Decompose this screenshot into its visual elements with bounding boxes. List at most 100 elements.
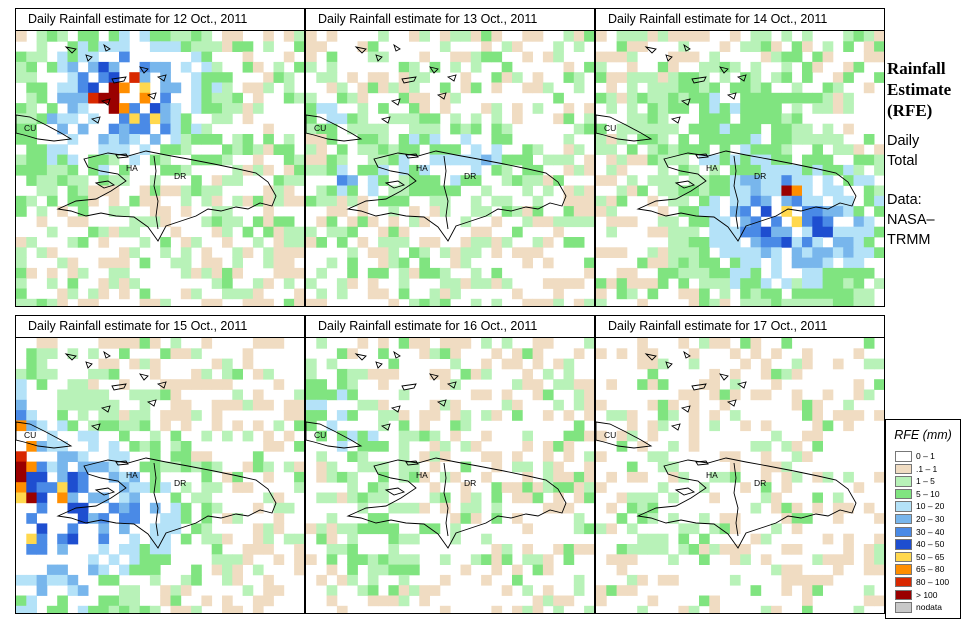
island-coastline (670, 423, 681, 431)
island-coastline (695, 153, 709, 159)
rainfall-grid: CU HA DR (16, 31, 304, 306)
island-coastline (156, 381, 167, 389)
island-coastline (375, 54, 383, 62)
rainfall-map-15-oct: CU HA DR (16, 338, 304, 613)
map-label-cuba: CU (24, 123, 36, 133)
island-coastline (393, 350, 401, 359)
rainfall-map-panel-13-oct: Daily Rainfall estimate for 13 Oct., 201… (305, 8, 595, 307)
island-coastline (736, 74, 747, 82)
map-label-cuba: CU (604, 430, 616, 440)
legend-label: 5 – 10 (916, 488, 940, 499)
island-coastline (674, 180, 696, 189)
island-coastline (446, 74, 457, 82)
rainfall-cells (306, 338, 594, 613)
country-border (733, 155, 739, 230)
rainfall-grid: CU HA DR (596, 338, 884, 613)
panel-title: Daily Rainfall estimate for 16 Oct., 201… (306, 316, 594, 338)
island-coastline (115, 153, 129, 159)
cuba-coastline (596, 114, 653, 142)
island-coastline (665, 361, 673, 369)
legend-label: > 100 (916, 589, 938, 600)
country-border (443, 462, 449, 537)
rainfall-grid: CU HA DR (306, 31, 594, 306)
island-coastline (665, 54, 673, 62)
island-coastline (401, 76, 417, 84)
legend-swatch (895, 564, 912, 575)
figure-title: Rainfall Estimate (RFE) (887, 58, 971, 121)
rainfall-map-panel-16-oct: Daily Rainfall estimate for 16 Oct., 201… (305, 315, 595, 614)
island-coastline (384, 487, 406, 496)
legend-label: 20 – 30 (916, 513, 945, 524)
island-coastline (390, 98, 401, 106)
island-coastline (90, 116, 101, 124)
map-label-haiti: HA (416, 470, 428, 480)
legend-label: 30 – 40 (916, 526, 945, 537)
rainfall-grid: CU HA DR (16, 338, 304, 613)
hispaniola-coastline (346, 457, 567, 549)
rainfall-map-13-oct: CU HA DR (306, 31, 594, 306)
legend-swatch (895, 488, 912, 500)
panel-title: Daily Rainfall estimate for 14 Oct., 201… (596, 9, 884, 31)
legend-swatch (895, 501, 912, 512)
island-coastline (436, 92, 447, 100)
island-coastline (103, 350, 111, 359)
map-label-haiti: HA (416, 163, 428, 173)
rainfall-cells (596, 31, 884, 306)
island-coastline (94, 487, 116, 496)
legend-swatch (895, 513, 912, 525)
country-border (733, 462, 739, 537)
island-coastline (726, 399, 737, 407)
legend-label: 50 – 65 (916, 551, 945, 562)
cuba-coastline (16, 114, 73, 142)
figure-title-line: (RFE) (887, 101, 933, 120)
island-coastline (115, 460, 129, 466)
island-coastline (644, 46, 657, 54)
source-line: Data: (887, 192, 922, 208)
island-coastline (695, 460, 709, 466)
cuba-coastline (306, 421, 363, 449)
map-label-cuba: CU (604, 123, 616, 133)
island-coastline (85, 361, 93, 369)
map-label-dominican-republic: DR (464, 171, 476, 181)
rainfall-map-14-oct: CU HA DR (596, 31, 884, 306)
legend-swatch (895, 576, 912, 588)
island-coastline (375, 361, 383, 369)
legend-label: 40 – 50 (916, 539, 945, 550)
legend-title: RFE (mm) (894, 428, 952, 442)
legend-swatch (895, 589, 912, 601)
hispaniola-coastline (636, 150, 857, 242)
rainfall-map-17-oct: CU HA DR (596, 338, 884, 613)
island-coastline (718, 66, 729, 74)
rainfall-cells (16, 338, 304, 613)
island-coastline (146, 399, 157, 407)
island-coastline (90, 423, 101, 431)
panel-title: Daily Rainfall estimate for 15 Oct., 201… (16, 316, 304, 338)
rainfall-map-16-oct: CU HA DR (306, 338, 594, 613)
rainfall-map-panel-14-oct: Daily Rainfall estimate for 14 Oct., 201… (595, 8, 885, 307)
map-label-haiti: HA (706, 163, 718, 173)
island-coastline (111, 383, 127, 391)
hispaniola-coastline (56, 457, 277, 549)
island-coastline (85, 54, 93, 62)
island-coastline (726, 92, 737, 100)
legend-label: 1 – 5 (916, 476, 935, 487)
map-label-cuba: CU (314, 123, 326, 133)
panel-title: Daily Rainfall estimate for 13 Oct., 201… (306, 9, 594, 31)
legend-swatch (895, 539, 912, 550)
rainfall-cells (596, 338, 884, 613)
source-line: TRMM (887, 232, 931, 248)
island-coastline (111, 76, 127, 84)
panel-title: Daily Rainfall estimate for 17 Oct., 201… (596, 316, 884, 338)
map-label-dominican-republic: DR (174, 171, 186, 181)
rainfall-map-panel-17-oct: Daily Rainfall estimate for 17 Oct., 201… (595, 315, 885, 614)
cuba-coastline (596, 421, 653, 449)
island-coastline (100, 405, 111, 413)
map-label-haiti: HA (126, 470, 138, 480)
island-coastline (64, 46, 77, 54)
island-coastline (156, 74, 167, 82)
island-coastline (680, 98, 691, 106)
island-coastline (64, 353, 77, 361)
map-label-cuba: CU (24, 430, 36, 440)
legend-swatch (895, 551, 912, 563)
island-coastline (670, 116, 681, 124)
